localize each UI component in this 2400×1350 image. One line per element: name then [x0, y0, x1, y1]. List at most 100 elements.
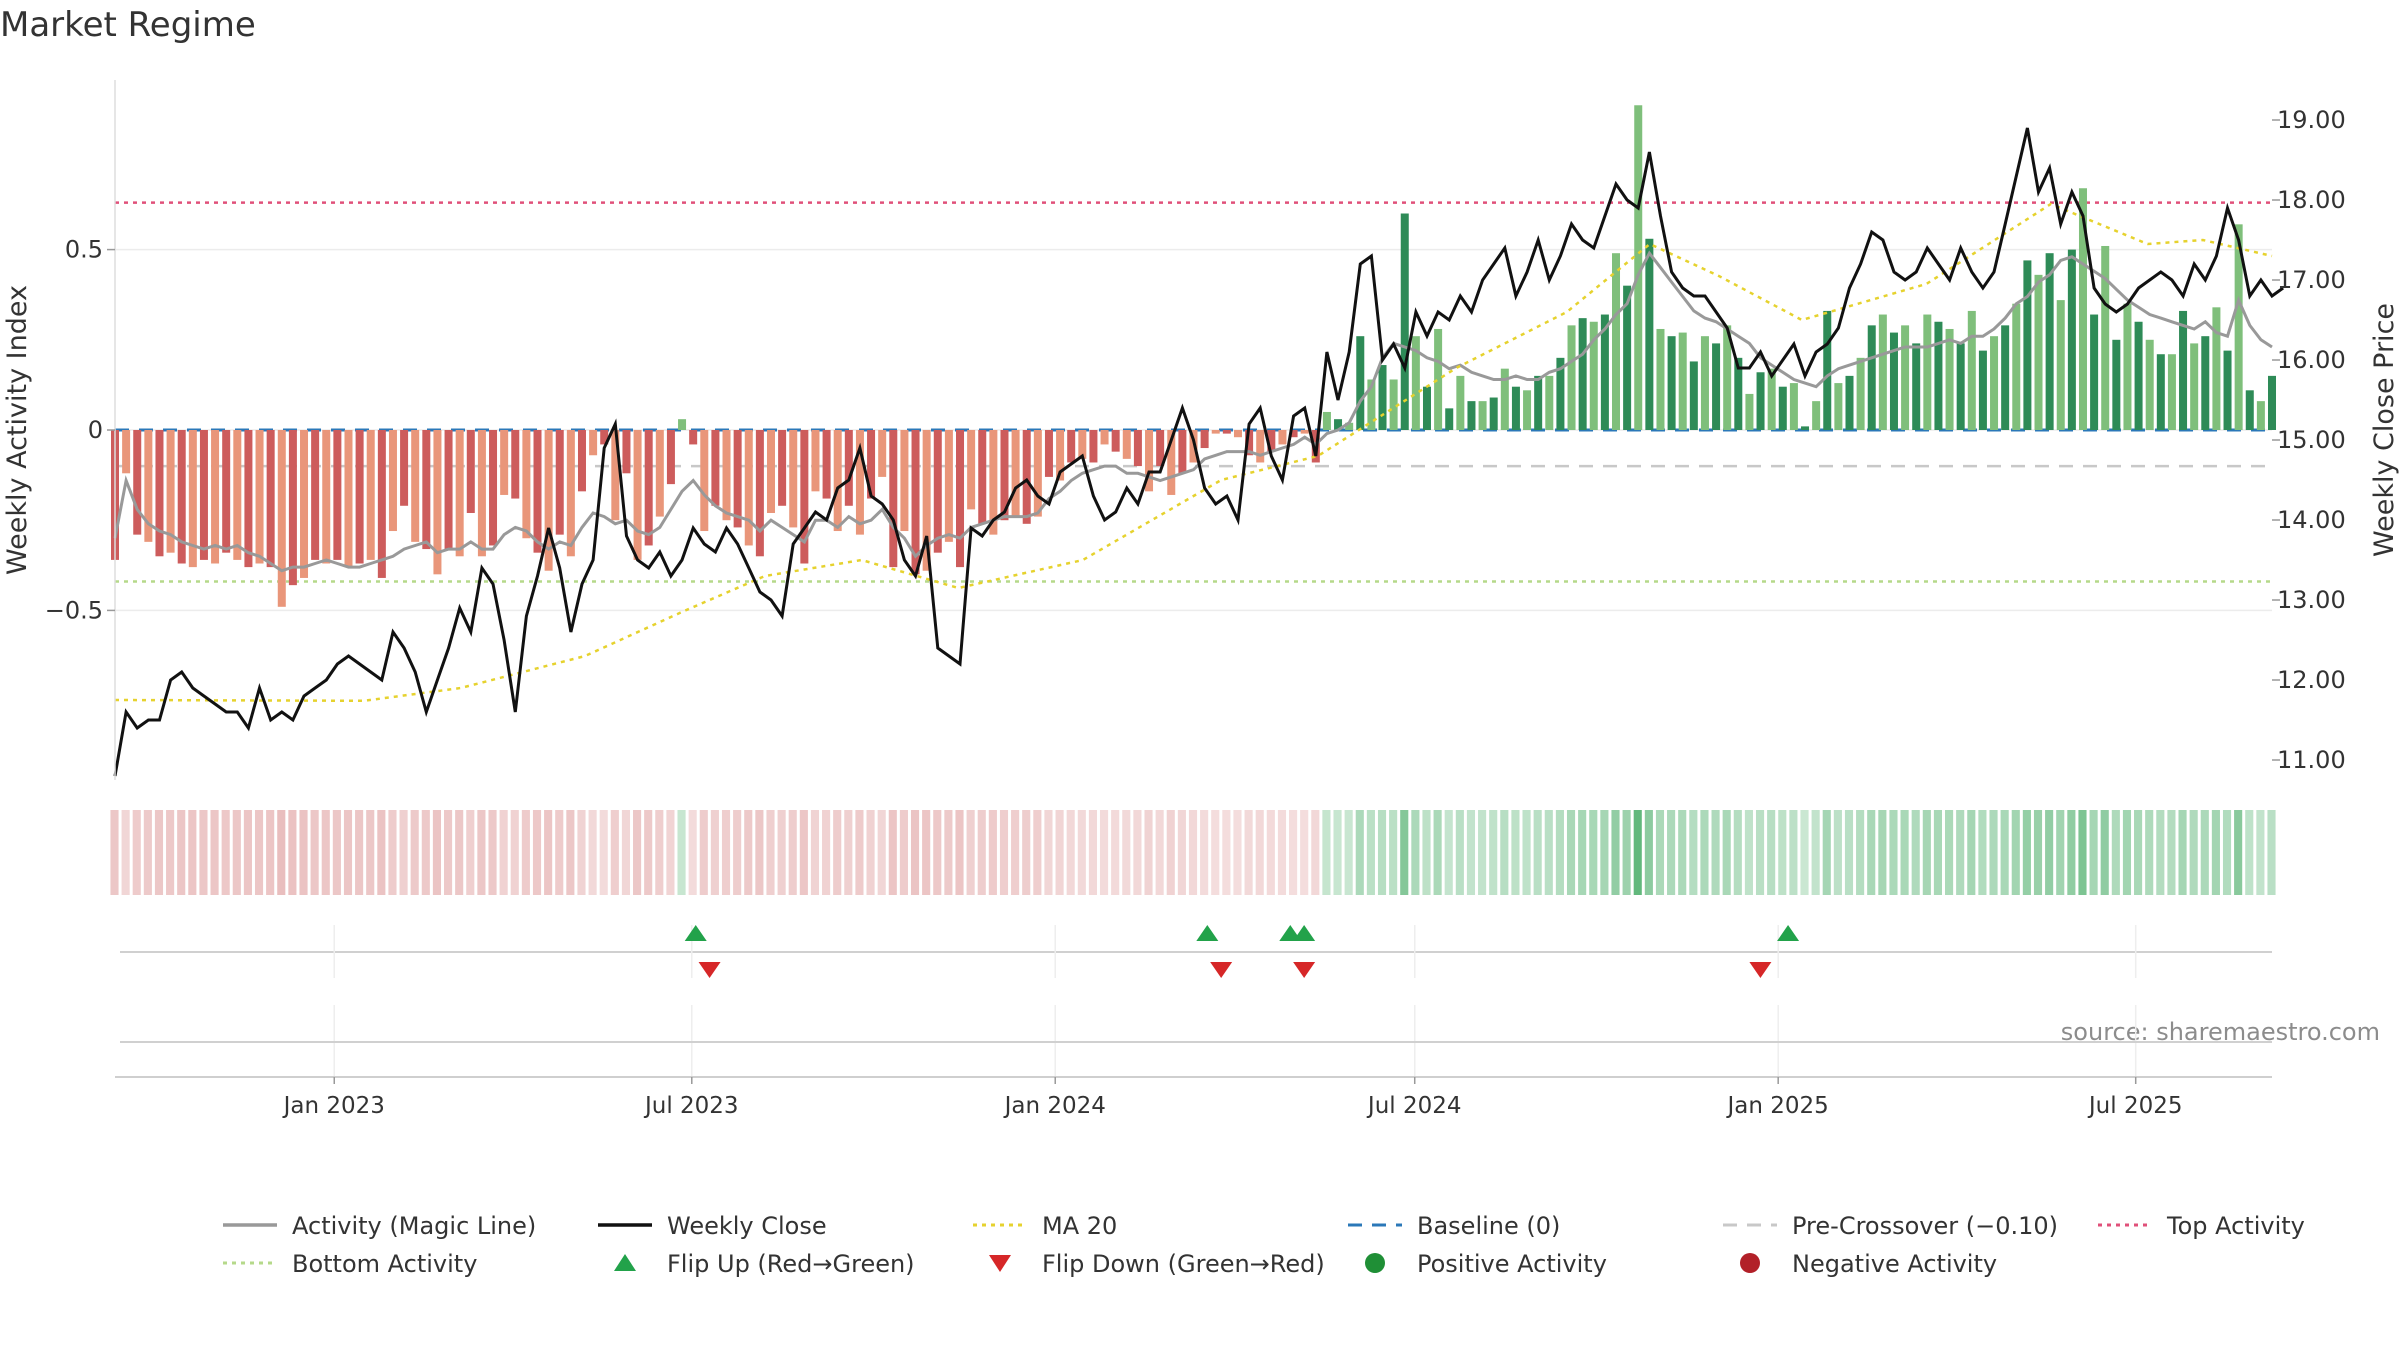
- chart-title: Market Regime: [0, 5, 256, 45]
- flip-down-marker: [1749, 962, 1772, 978]
- regime-strip-cell: [143, 810, 152, 895]
- activity-bar: [2245, 390, 2254, 430]
- activity-bar: [1867, 325, 1876, 430]
- activity-bar: [1378, 365, 1387, 430]
- activity-bar: [744, 430, 753, 546]
- regime-strip-cell: [833, 810, 842, 895]
- regime-strip-cell: [532, 810, 542, 895]
- activity-bar: [855, 430, 864, 535]
- activity-bar: [244, 430, 253, 568]
- activity-bar: [1422, 386, 1431, 430]
- y-right-tick-label: 17.00: [2277, 266, 2346, 294]
- legend-item: Pre-Crossover (−0.10): [1723, 1212, 2058, 1240]
- regime-strip-cell: [2011, 810, 2020, 895]
- regime-strip-cell: [188, 810, 197, 895]
- activity-bar: [1801, 426, 1810, 430]
- regime-strip-cell: [1500, 810, 1509, 895]
- regime-strip-cell: [2211, 810, 2220, 895]
- regime-strip-cell: [1033, 810, 1042, 895]
- legend-label: MA 20: [1042, 1212, 1117, 1240]
- activity-bar: [1912, 343, 1921, 430]
- activity-bar: [1945, 328, 1954, 430]
- regime-strip-cell: [321, 810, 330, 895]
- activity-bar: [1456, 375, 1465, 430]
- activity-bar: [1133, 430, 1142, 467]
- regime-strip-cell: [1878, 810, 1887, 895]
- activity-bar: [1122, 430, 1131, 459]
- activity-bar: [589, 430, 598, 456]
- activity-bar: [878, 430, 887, 477]
- regime-strip-cell: [1655, 810, 1665, 895]
- regime-strip-cell: [733, 810, 742, 895]
- regime-strip-cell: [177, 810, 186, 895]
- regime-strip-cell: [788, 810, 797, 895]
- regime-strip-cell: [1744, 810, 1753, 895]
- activity-bar: [933, 430, 942, 553]
- activity-bar: [1934, 321, 1943, 430]
- regime-strip-cell: [1978, 810, 1987, 895]
- activity-bar: [1022, 430, 1031, 524]
- regime-strip-cell: [666, 810, 675, 895]
- activity-bar: [766, 430, 775, 513]
- activity-bar: [1000, 430, 1009, 521]
- activity-bar: [1345, 422, 1354, 430]
- flip-down-marker: [1210, 962, 1233, 978]
- activity-bar: [1367, 379, 1376, 430]
- y-right-tick-label: 12.00: [2277, 666, 2346, 694]
- activity-bar: [2056, 300, 2065, 430]
- regime-strip-cell: [1011, 810, 1020, 895]
- regime-strip-cell: [744, 810, 753, 895]
- legend-label: Top Activity: [2166, 1212, 2305, 1240]
- activity-bar: [1278, 430, 1287, 445]
- y-right-tick-label: 19.00: [2277, 106, 2346, 134]
- legend-item: Bottom Activity: [223, 1250, 477, 1278]
- legend-item: Weekly Close: [598, 1212, 827, 1240]
- regime-strip-cell: [1322, 810, 1331, 895]
- regime-strip-cell: [199, 810, 208, 895]
- activity-bar: [422, 430, 431, 550]
- regime-strip-cell: [1733, 810, 1742, 895]
- activity-bar: [222, 430, 231, 553]
- activity-bar: [311, 430, 320, 560]
- regime-strip-cell: [521, 810, 530, 895]
- activity-bar: [433, 430, 442, 575]
- regime-strip-cell: [1945, 810, 1954, 895]
- activity-bar: [2256, 401, 2265, 430]
- activity-bar: [2001, 325, 2010, 430]
- regime-strip-cell: [1789, 810, 1798, 895]
- flip-markers: [120, 925, 2272, 1077]
- activity-bar: [1411, 336, 1420, 430]
- regime-strip-cell: [1155, 810, 1164, 895]
- legend-label: Baseline (0): [1417, 1212, 1560, 1240]
- regime-strip-cell: [1433, 810, 1442, 895]
- activity-bar: [188, 430, 197, 568]
- activity-bar: [2045, 253, 2054, 430]
- regime-strip-cell: [1455, 810, 1464, 895]
- activity-bar: [1789, 383, 1798, 430]
- legend-swatch: [614, 1254, 636, 1271]
- activity-bar: [1612, 253, 1621, 430]
- legend-item: Top Activity: [2098, 1212, 2305, 1240]
- regime-strip-cell: [866, 810, 875, 895]
- activity-bar: [1967, 310, 1976, 430]
- regime-strip-cell: [966, 810, 975, 895]
- activity-bar: [1334, 419, 1343, 430]
- regime-strip-cell: [1911, 810, 1920, 895]
- activity-bar: [1978, 350, 1987, 430]
- regime-strip-cell: [421, 810, 430, 895]
- activity-bar: [1534, 375, 1543, 430]
- regime-strip-cell: [243, 810, 252, 895]
- bottom-axis: Jan 2023 Jul 2023 Jan 2024 Jul 2024 Jan 2025…: [115, 1041, 2272, 1119]
- regime-strip-cell: [1644, 810, 1653, 895]
- regime-strip-cell: [2245, 810, 2254, 895]
- regime-strip-cell: [2000, 810, 2009, 895]
- activity-bar: [1089, 430, 1098, 463]
- activity-bar: [900, 430, 909, 532]
- regime-strip-cell: [910, 810, 920, 895]
- regime-strip-cell: [777, 810, 786, 895]
- activity-bar: [1233, 430, 1242, 438]
- flip-up-marker: [1777, 925, 1800, 941]
- regime-strip-cell: [1566, 810, 1576, 895]
- regime-strip-cell: [1611, 810, 1620, 895]
